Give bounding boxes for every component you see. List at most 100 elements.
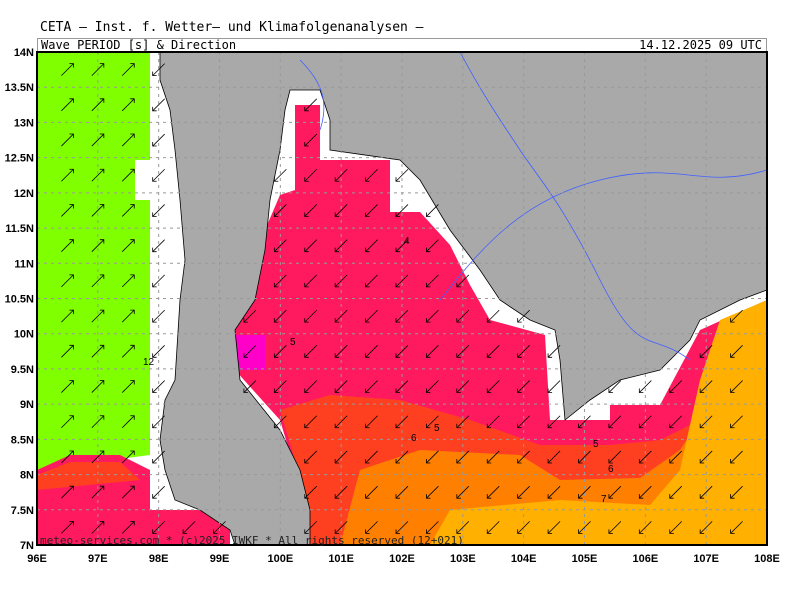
lon-tick-label: 108E	[754, 553, 780, 565]
direction-arrow	[61, 309, 74, 323]
direction-arrow	[699, 450, 713, 464]
direction-arrow	[91, 204, 105, 217]
direction-arrow	[578, 521, 591, 534]
direction-arrow	[395, 521, 409, 534]
direction-arrow	[152, 168, 165, 182]
lon-tick-label: 103E	[450, 553, 476, 565]
direction-arrow	[273, 309, 287, 323]
direction-arrow	[395, 168, 409, 182]
direction-arrow	[91, 309, 105, 323]
direction-arrow	[608, 380, 622, 393]
contour-label: 4	[404, 236, 410, 247]
contour-labels: 12 4 5 5 6 5 6 7	[143, 236, 614, 505]
direction-arrow	[730, 450, 743, 464]
direction-arrow	[334, 415, 348, 429]
copyright-footer: meteo-services.com * (c)2025 IWKF * All …	[40, 534, 464, 547]
direction-arrow	[152, 133, 165, 147]
direction-arrow	[334, 380, 348, 393]
direction-arrow	[730, 380, 743, 393]
direction-arrow	[304, 521, 318, 534]
map-title: Wave_PERIOD_[s]_&_Direction	[41, 38, 237, 52]
direction-arrow	[365, 485, 378, 499]
lon-tick-label: 100E	[267, 553, 293, 565]
direction-arrow	[152, 204, 165, 217]
direction-arrow	[426, 239, 439, 253]
direction-arrow	[243, 380, 257, 393]
lon-tick-label: 101E	[328, 553, 354, 565]
direction-arrow	[456, 380, 470, 393]
direction-arrow	[213, 521, 226, 534]
direction-arrow	[152, 239, 165, 253]
river	[459, 52, 691, 361]
direction-arrow	[61, 485, 74, 499]
direction-arrow	[304, 415, 318, 429]
direction-arrow	[426, 485, 439, 499]
direction-arrow	[365, 450, 378, 464]
direction-arrow	[304, 274, 318, 288]
direction-arrow	[638, 415, 652, 429]
lat-tick-label: 13.5N	[5, 82, 34, 94]
contour-label: 6	[608, 464, 614, 475]
direction-arrow	[152, 485, 165, 499]
direction-arrow	[426, 204, 439, 217]
direction-arrow	[273, 415, 287, 429]
direction-arrow	[365, 309, 378, 323]
lon-tick-label: 99E	[210, 553, 230, 565]
direction-arrow	[669, 415, 683, 429]
direction-arrow	[456, 345, 470, 358]
direction-arrow	[699, 380, 713, 393]
direction-arrow	[547, 415, 561, 429]
direction-arrow	[121, 309, 135, 323]
direction-arrow	[547, 521, 561, 534]
direction-arrow	[334, 309, 348, 323]
lon-tick-label: 98E	[149, 553, 169, 565]
direction-arrow	[121, 344, 135, 358]
direction-arrow	[121, 204, 135, 217]
direction-arrow	[638, 450, 652, 464]
direction-arrow	[61, 98, 74, 112]
direction-arrow	[426, 450, 439, 464]
lat-tick-label: 11N	[14, 258, 34, 270]
direction-arrow	[486, 521, 500, 534]
direction-arrow	[273, 380, 287, 393]
direction-arrow	[517, 345, 530, 358]
direction-arrow	[304, 133, 318, 147]
direction-arrow	[304, 239, 318, 253]
direction-arrow	[121, 63, 135, 76]
direction-arrow	[517, 485, 530, 499]
direction-arrow	[91, 485, 105, 499]
direction-arrow	[608, 521, 622, 534]
direction-arrow	[730, 521, 743, 534]
lat-tick-label: 14N	[14, 47, 34, 59]
direction-arrow	[456, 485, 470, 499]
contour-label: 7	[601, 494, 607, 505]
direction-arrow	[395, 239, 409, 253]
direction-arrow	[91, 380, 105, 393]
direction-arrow	[730, 415, 743, 429]
direction-arrow	[395, 415, 409, 429]
direction-arrow	[243, 345, 257, 358]
direction-arrow	[395, 450, 409, 464]
lon-tick-label: 97E	[88, 553, 108, 565]
direction-arrow	[334, 204, 348, 217]
border	[439, 169, 767, 301]
direction-arrow	[638, 380, 652, 393]
direction-arrow	[334, 345, 348, 358]
direction-arrow	[426, 274, 439, 288]
direction-arrow	[486, 345, 500, 358]
direction-arrow	[304, 485, 318, 499]
direction-arrow	[426, 415, 439, 429]
lat-tick-label: 7.5N	[11, 505, 34, 517]
direction-arrow	[121, 98, 135, 112]
direction-arrow	[273, 345, 287, 358]
direction-arrow	[61, 239, 74, 252]
direction-arrow	[121, 168, 135, 182]
direction-arrow	[304, 168, 318, 182]
direction-arrow	[456, 521, 470, 534]
lat-tick-label: 12.5N	[5, 153, 34, 165]
direction-arrow	[152, 345, 165, 358]
direction-arrow	[547, 485, 561, 499]
direction-arrow	[517, 415, 530, 429]
direction-arrow	[334, 450, 348, 464]
direction-arrow	[638, 485, 652, 499]
